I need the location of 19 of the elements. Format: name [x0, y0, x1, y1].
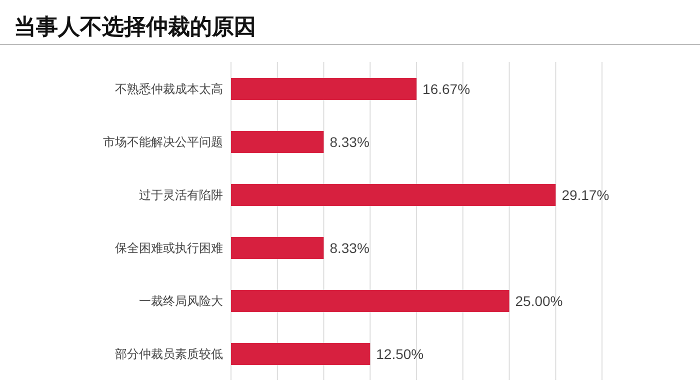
- data-label: 25.00%: [515, 292, 563, 309]
- bar: [231, 290, 510, 312]
- chart-title: 当事人不选择仲裁的原因: [14, 13, 256, 41]
- y-tick-label: 一裁终局风险大: [139, 294, 223, 308]
- y-tick-label: 不熟悉仲裁成本太高: [115, 82, 223, 96]
- y-tick-label: 市场不能解决公平问题: [103, 134, 223, 149]
- bar: [231, 184, 556, 206]
- data-label: 8.33%: [330, 134, 370, 150]
- data-label: 12.50%: [376, 346, 424, 362]
- bar: [231, 78, 417, 100]
- data-label: 16.67%: [422, 80, 470, 97]
- bar: [231, 131, 324, 153]
- bar: [231, 343, 370, 365]
- data-label: 8.33%: [330, 240, 370, 256]
- data-label: 29.17%: [562, 186, 610, 203]
- y-tick-label: 过于灵活有陷阱: [139, 188, 223, 202]
- y-tick-label: 保全困难或执行困难: [115, 240, 223, 255]
- bar: [231, 237, 324, 259]
- y-tick-label: 部分仲裁员素质较低: [115, 346, 223, 361]
